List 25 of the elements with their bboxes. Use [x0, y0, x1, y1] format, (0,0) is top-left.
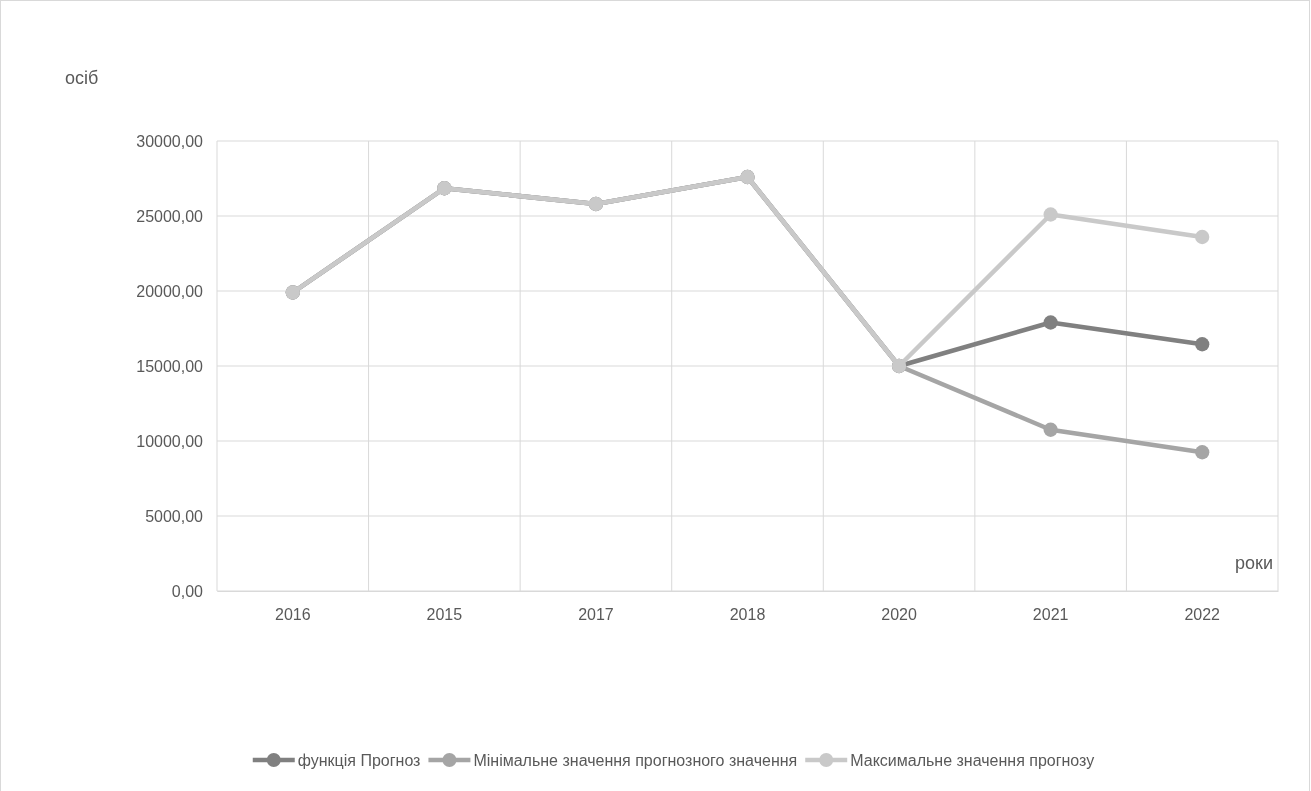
- x-tick-label: 2020: [881, 606, 917, 624]
- y-tick-label: 5000,00: [145, 507, 204, 525]
- y-tick-label: 15000,00: [136, 357, 204, 375]
- x-tick-label: 2017: [578, 606, 614, 624]
- legend-label: Мінімальне значення прогнозного значення: [473, 751, 798, 769]
- x-tick-label: 2018: [729, 606, 766, 624]
- y-tick-label: 20000,00: [136, 282, 204, 300]
- x-tick-label: 2022: [1184, 606, 1221, 624]
- y-axis-title: осіб: [65, 68, 99, 88]
- point: [1043, 422, 1058, 437]
- x-tick-label: 2016: [274, 606, 311, 624]
- x-tick-label: 2015: [426, 606, 463, 624]
- legend-label: Максимальне значення прогнозу: [850, 751, 1095, 769]
- x-axis-title: роки: [1235, 553, 1273, 573]
- x-tick-label: 2021: [1032, 606, 1069, 624]
- point: [1043, 207, 1058, 222]
- y-tick-label: 30000,00: [136, 132, 204, 150]
- legend-label: функція Прогноз: [297, 751, 421, 769]
- y-tick-label: 10000,00: [136, 432, 204, 450]
- point: [1043, 315, 1058, 330]
- point: [1195, 337, 1210, 352]
- y-tick-label: 25000,00: [136, 207, 204, 225]
- y-tick-label: 0,00: [171, 582, 204, 600]
- point: [1195, 445, 1210, 460]
- point: [1195, 229, 1210, 245]
